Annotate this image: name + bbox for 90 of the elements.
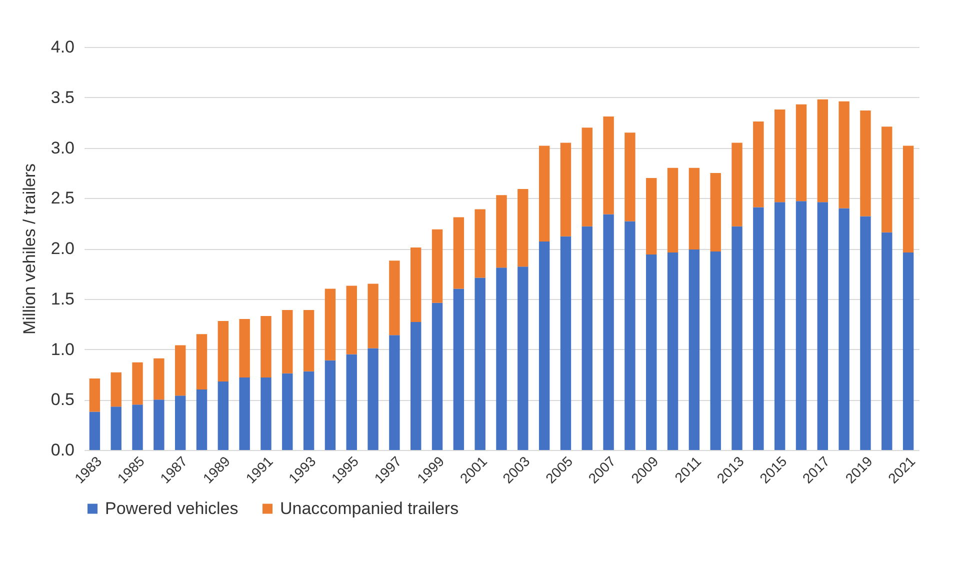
bar — [796, 201, 807, 450]
bar — [324, 288, 336, 360]
bar — [688, 250, 700, 450]
bar — [303, 310, 314, 372]
bar — [518, 266, 528, 450]
bar — [860, 110, 871, 216]
bar — [624, 132, 636, 222]
bar — [474, 209, 486, 278]
y-tick-label: 3.0 — [50, 138, 74, 158]
bar — [774, 109, 786, 202]
y-tick-label: 2.5 — [50, 188, 74, 208]
bar — [753, 207, 764, 450]
bar — [582, 226, 592, 450]
bar — [196, 390, 208, 450]
bar — [324, 360, 336, 450]
bar — [218, 381, 229, 450]
bar — [582, 128, 592, 226]
bar — [110, 406, 122, 450]
bar — [282, 373, 293, 450]
bar — [432, 302, 443, 450]
bar — [410, 322, 422, 450]
bar — [817, 99, 828, 202]
bar — [902, 252, 914, 450]
y-tick-label: 1.0 — [50, 340, 74, 359]
bar — [646, 178, 657, 255]
bar — [303, 371, 314, 450]
y-tick-label: 4.0 — [50, 38, 74, 56]
bar — [174, 396, 186, 450]
bar — [132, 404, 143, 450]
bar — [368, 284, 378, 348]
bar — [560, 236, 572, 450]
bar — [882, 232, 892, 450]
bar — [538, 146, 550, 242]
bar — [732, 226, 742, 450]
bar — [239, 377, 250, 450]
bar — [346, 286, 357, 354]
legend-label: Powered vehicles — [105, 498, 238, 518]
bar — [688, 168, 700, 250]
bar — [860, 216, 871, 450]
legend-label: Unaccompanied trailers — [280, 498, 459, 518]
bar — [560, 142, 572, 236]
bar — [667, 168, 678, 253]
y-tick-label: 3.5 — [50, 88, 74, 107]
bar — [154, 400, 164, 450]
bar — [389, 260, 400, 336]
bar — [902, 146, 914, 253]
bar — [624, 221, 636, 450]
y-tick-label: 0.5 — [50, 390, 74, 410]
bar — [710, 172, 721, 252]
bar — [260, 316, 272, 378]
bar — [774, 202, 786, 450]
bar — [368, 348, 378, 450]
bar — [154, 358, 164, 400]
bar — [89, 412, 100, 450]
bar — [346, 354, 357, 450]
bar — [474, 278, 486, 450]
bar — [667, 252, 678, 450]
bar — [603, 214, 614, 450]
bar — [838, 101, 850, 208]
bar — [453, 288, 464, 450]
bar — [432, 229, 443, 303]
y-tick-label: 1.5 — [50, 289, 74, 308]
bar — [518, 189, 528, 267]
bar — [196, 334, 208, 390]
bar — [496, 195, 507, 268]
bar — [282, 310, 293, 374]
bar — [882, 126, 892, 232]
bar — [603, 116, 614, 214]
bar — [538, 241, 550, 450]
bar — [732, 142, 742, 226]
bar — [260, 377, 272, 450]
bar — [453, 217, 464, 289]
bar — [132, 362, 143, 405]
bar — [89, 378, 100, 412]
bar — [838, 208, 850, 450]
bar — [174, 345, 186, 396]
y-axis-title: Million vehiles / trailers — [20, 164, 39, 334]
bar — [410, 247, 422, 322]
bar — [218, 321, 229, 382]
bar — [710, 252, 721, 450]
bar — [239, 319, 250, 378]
bar — [389, 335, 400, 450]
y-tick-label: 0.0 — [50, 440, 74, 460]
bar — [796, 104, 807, 202]
bar — [496, 268, 507, 450]
bar — [753, 122, 764, 208]
y-tick-label: 2.0 — [50, 239, 74, 258]
bar — [817, 202, 828, 450]
bar — [110, 372, 122, 407]
bar — [646, 254, 657, 450]
